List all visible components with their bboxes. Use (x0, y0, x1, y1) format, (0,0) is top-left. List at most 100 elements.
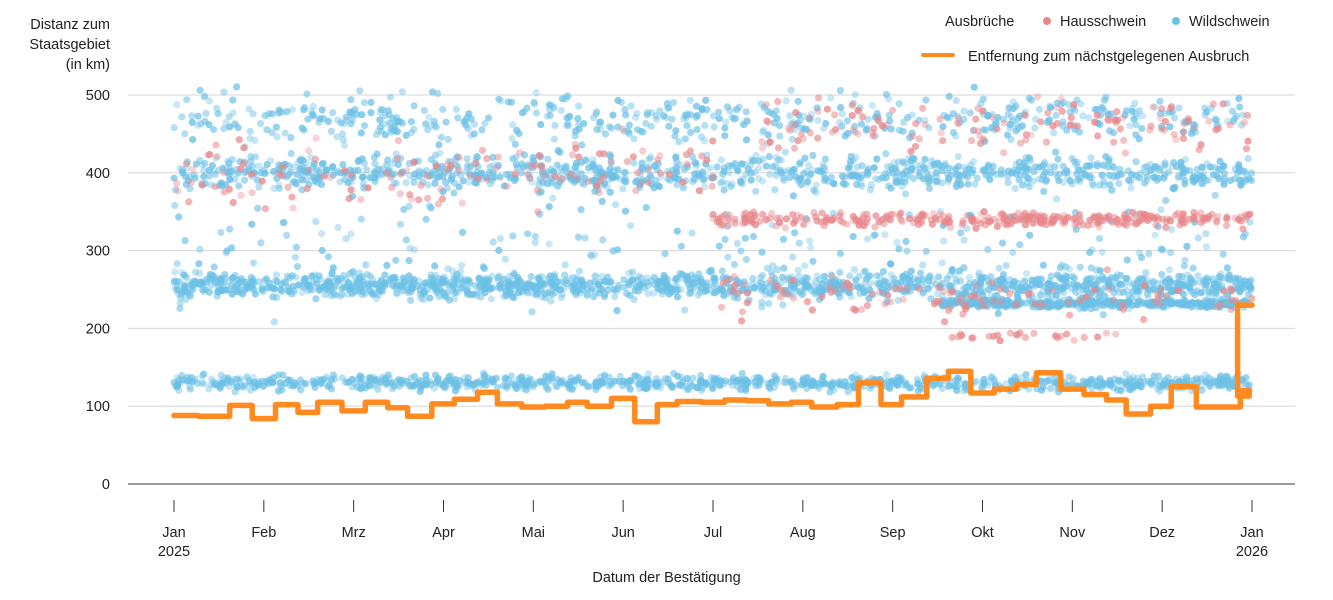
data-point (452, 288, 460, 297)
data-point (367, 173, 375, 182)
data-point (760, 127, 768, 135)
data-point (478, 126, 486, 134)
data-point (194, 112, 202, 120)
data-point (794, 137, 802, 145)
data-point (376, 116, 384, 124)
data-point (625, 269, 633, 277)
data-point (1115, 179, 1123, 188)
data-point (904, 154, 913, 162)
data-point (818, 209, 826, 217)
data-point (724, 222, 733, 230)
data-point (463, 286, 471, 294)
data-point (392, 274, 400, 283)
data-point (620, 276, 628, 284)
data-point (366, 272, 374, 280)
data-point (515, 130, 523, 138)
data-point (847, 152, 855, 160)
data-point (709, 137, 717, 145)
data-point (813, 272, 821, 280)
data-point (1184, 271, 1192, 279)
data-point (1039, 261, 1047, 269)
data-point (1136, 377, 1144, 386)
data-point (1165, 266, 1174, 274)
data-point (687, 289, 695, 297)
data-point (217, 228, 225, 236)
data-point (458, 199, 466, 207)
data-point (445, 373, 453, 381)
data-point (754, 164, 763, 172)
data-point (288, 105, 296, 114)
data-point (340, 283, 348, 291)
data-point (1055, 302, 1063, 310)
data-point (1019, 122, 1027, 130)
data-point (494, 273, 502, 282)
data-point (179, 168, 187, 176)
data-point (1095, 235, 1104, 243)
data-point (376, 377, 384, 385)
data-point (1170, 130, 1178, 138)
data-point (1159, 277, 1168, 285)
data-point (669, 383, 677, 391)
data-point (422, 371, 430, 379)
data-point (1004, 179, 1012, 187)
data-point (485, 275, 493, 283)
data-point (1070, 281, 1078, 289)
data-point (1162, 196, 1170, 205)
data-point (452, 375, 460, 384)
data-point (1201, 111, 1209, 119)
data-point (1022, 154, 1030, 162)
data-point (318, 106, 326, 114)
data-point (919, 104, 927, 112)
data-point (978, 107, 987, 115)
data-point (623, 379, 631, 387)
data-point (1201, 214, 1209, 222)
data-point (1011, 184, 1019, 192)
data-point (1175, 279, 1183, 287)
data-point (715, 108, 723, 116)
data-point (538, 378, 546, 386)
data-point (1135, 135, 1143, 143)
data-point (1188, 303, 1196, 311)
data-point (758, 303, 766, 311)
data-point (1179, 134, 1187, 143)
data-point (357, 196, 365, 204)
data-point (413, 378, 421, 386)
data-point (173, 286, 181, 294)
data-point (633, 276, 642, 284)
data-point (786, 174, 794, 182)
data-point (292, 243, 300, 251)
data-point (200, 380, 208, 388)
data-point (1051, 163, 1059, 171)
data-point (697, 376, 705, 384)
data-point (1029, 215, 1038, 223)
data-point (1000, 119, 1008, 127)
data-point (317, 379, 325, 387)
data-point (225, 113, 233, 121)
data-point (827, 94, 835, 102)
data-point (717, 179, 725, 187)
data-point (370, 153, 378, 161)
data-point (509, 155, 517, 163)
data-point (312, 295, 320, 303)
data-point (707, 269, 715, 277)
data-point (199, 286, 207, 294)
data-point (327, 127, 335, 135)
data-point (1120, 136, 1128, 144)
data-point (778, 169, 786, 177)
data-point (642, 204, 650, 212)
data-point (972, 282, 980, 290)
data-point (187, 179, 195, 187)
data-point (1052, 111, 1060, 119)
data-point (1178, 273, 1186, 281)
data-point (681, 306, 689, 314)
data-point (246, 379, 254, 387)
data-point (939, 137, 947, 145)
data-point (421, 279, 429, 287)
data-point (782, 97, 790, 105)
data-point (1039, 383, 1047, 391)
data-point (889, 106, 897, 114)
data-point (1113, 108, 1121, 116)
data-point (569, 151, 577, 159)
data-point (1093, 111, 1101, 119)
data-point (429, 281, 437, 289)
